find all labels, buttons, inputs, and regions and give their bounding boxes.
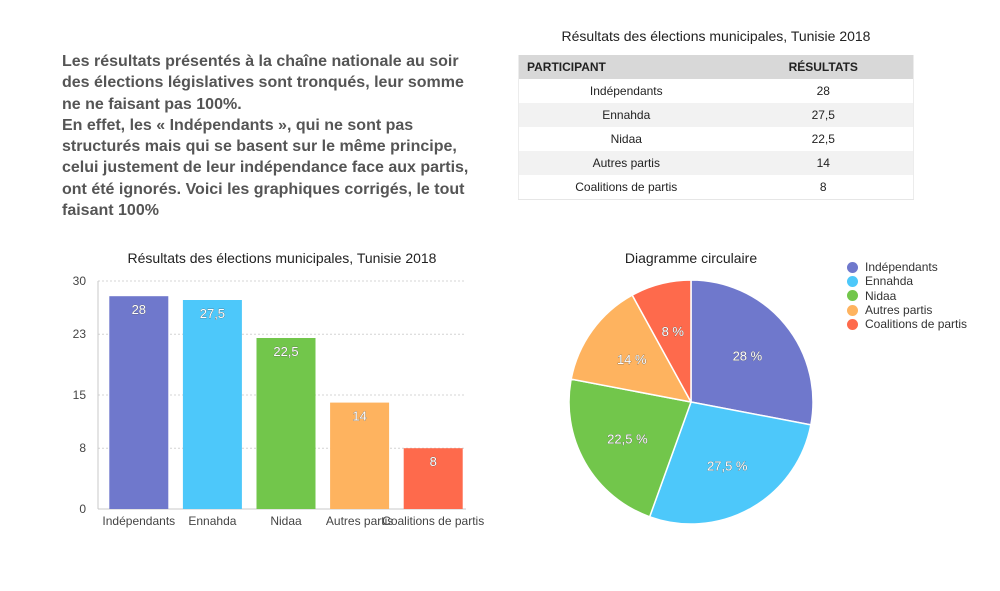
y-tick-label: 8 — [79, 441, 86, 455]
participant-cell: Coalitions de partis — [518, 175, 734, 200]
table-row: Autres partis 14 — [518, 151, 914, 175]
bar-value-label: 28 — [132, 302, 146, 317]
x-tick-label: Nidaa — [270, 514, 302, 528]
bar-value-label: 27,5 — [200, 306, 225, 321]
legend-item: Autres partis — [847, 303, 967, 317]
result-cell: 27,5 — [733, 103, 914, 127]
table-header-row: PARTICIPANT RÉSULTATS — [518, 55, 914, 79]
result-cell: 28 — [816, 84, 830, 98]
legend-swatch — [847, 304, 858, 316]
y-tick-label: 30 — [73, 274, 87, 288]
bar — [182, 300, 242, 509]
x-tick-label: Ennahda — [188, 514, 236, 528]
x-tick-label: Coalitions de partis — [382, 514, 484, 528]
legend-swatch — [847, 261, 858, 273]
participant-cell: Ennahda — [518, 103, 734, 127]
bar — [109, 296, 169, 509]
pie-slice-label: 14 % — [617, 352, 647, 367]
bar — [256, 338, 316, 509]
pie-slice-label: 27,5 % — [707, 459, 748, 474]
table-body: Indépendants 28 Ennahda 27,5 Nidaa 22,5 Autres… — [518, 79, 914, 200]
x-tick-label: Indépendants — [102, 514, 175, 528]
pie-slice — [570, 294, 693, 404]
legend-swatch — [847, 318, 858, 330]
table-row: Ennahda 27,5 — [518, 103, 914, 127]
header-resultats: RÉSULTATS — [733, 55, 914, 79]
legend-label: Autres partis — [865, 303, 933, 318]
intro-paragraph-1: Les résultats présentés à la chaîne nati… — [62, 53, 464, 113]
participant-cell: Nidaa — [610, 132, 642, 146]
pie-slice — [568, 378, 693, 518]
legend-label: Coalitions de partis — [865, 317, 968, 332]
pie-slice — [690, 279, 814, 426]
bar — [403, 448, 463, 509]
table-row: Indépendants 28 — [519, 79, 914, 103]
legend-item: Coalitions de partis — [847, 317, 967, 331]
y-tick-label: 23 — [73, 327, 87, 341]
pie-slice — [648, 401, 812, 525]
bar-chart-title: Résultats des élections municipales, Tun… — [128, 250, 437, 266]
legend-label: Ennahda — [865, 274, 914, 289]
participant-cell: Autres partis — [518, 151, 734, 175]
participant-cell: Indépendants — [589, 84, 663, 98]
y-tick-label: 0 — [79, 502, 86, 516]
pie-slice-label: 28 % — [733, 348, 763, 363]
legend-item: Nidaa — [847, 289, 967, 303]
bar-value-label: 22,5 — [273, 344, 298, 359]
table-row: Nidaa 22,5 — [519, 127, 914, 151]
result-cell: 14 — [733, 151, 914, 175]
legend-swatch — [847, 275, 858, 287]
pie-slice-label: 8 % — [662, 324, 685, 339]
result-cell: 22,5 — [811, 132, 835, 146]
pie-legend: Indépendants Ennahda Nidaa Autres partis Coa… — [847, 260, 967, 331]
y-tick-label: 15 — [73, 388, 87, 402]
legend-item: Ennahda — [847, 274, 967, 288]
legend-item: Indépendants — [847, 260, 967, 274]
bar-value-label: 8 — [430, 454, 437, 469]
intro-text: Les résultats présentés à la chaîne nati… — [62, 51, 482, 221]
legend-swatch — [847, 290, 858, 302]
bar-value-label: 14 — [352, 409, 366, 424]
pie-slice-label: 22,5 % — [607, 431, 648, 446]
table-row: Coalitions de partis 8 — [518, 175, 914, 200]
results-table: PARTICIPANT RÉSULTATS Indépendants 28 Enna… — [518, 55, 914, 200]
legend-label: Nidaa — [865, 288, 897, 303]
pie-slice — [631, 279, 692, 403]
legend-label: Indépendants — [865, 260, 938, 275]
header-participant: PARTICIPANT — [518, 55, 734, 79]
table-title: Résultats des élections municipales, Tun… — [561, 28, 871, 44]
pie-chart-title: Diagramme circulaire — [625, 250, 757, 266]
bar — [330, 402, 390, 509]
x-tick-label: Autres partis — [326, 514, 393, 528]
intro-paragraph-2: En effet, les « Indépendants », qui ne s… — [62, 116, 469, 220]
result-cell: 8 — [733, 175, 914, 200]
